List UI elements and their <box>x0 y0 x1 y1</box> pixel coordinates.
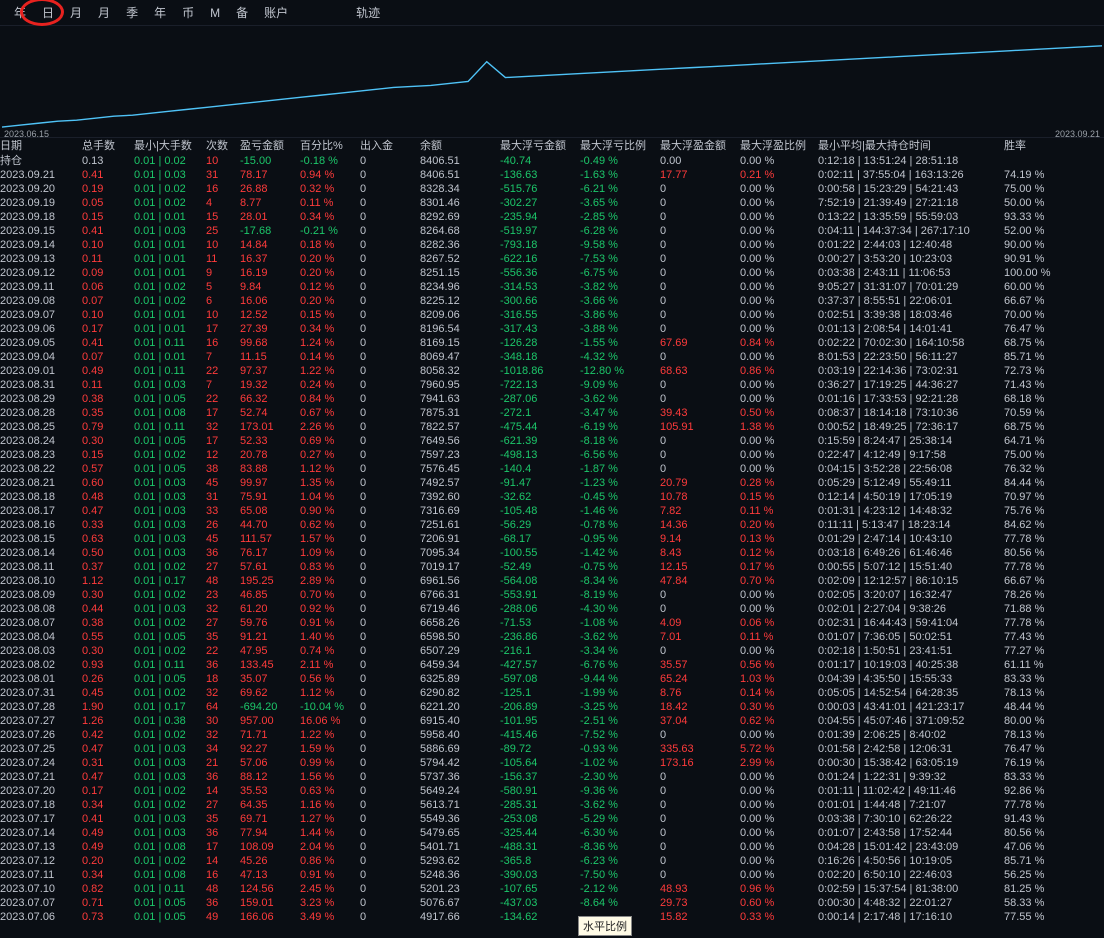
tab-acct[interactable]: 账户 <box>264 4 288 21</box>
table-row: 2023.08.240.300.01 | 0.051752.330.69 %07… <box>0 434 1104 448</box>
table-row: 2023.07.310.450.01 | 0.023269.621.12 %06… <box>0 686 1104 700</box>
table-row: 2023.08.170.470.01 | 0.033365.080.90 %07… <box>0 504 1104 518</box>
table-row: 2023.07.170.410.01 | 0.033569.711.27 %05… <box>0 812 1104 826</box>
table-row: 2023.08.101.120.01 | 0.1748195.252.89 %0… <box>0 574 1104 588</box>
table-row: 2023.09.040.070.01 | 0.01711.150.14 %080… <box>0 350 1104 364</box>
table-row: 2023.09.110.060.01 | 0.0259.840.12 %0823… <box>0 280 1104 294</box>
table-row: 2023.08.180.480.01 | 0.033175.911.04 %07… <box>0 490 1104 504</box>
table-row: 2023.07.110.340.01 | 0.081647.130.91 %05… <box>0 868 1104 882</box>
tab-curr[interactable]: 币 <box>182 4 194 21</box>
table-row: 2023.09.010.490.01 | 0.112297.371.22 %08… <box>0 364 1104 378</box>
table-row: 2023.07.250.470.01 | 0.033492.271.59 %05… <box>0 742 1104 756</box>
table-row: 持仓0.130.01 | 0.0210-15.00-0.18 %08406.51… <box>0 154 1104 168</box>
data-table[interactable]: 日期总手数最小|大手数次数盈亏金额百分比%出入金余额最大浮亏金额最大浮亏比例最大… <box>0 138 1104 938</box>
table-row: 2023.07.060.730.01 | 0.0549166.063.49 %0… <box>0 910 1104 924</box>
tab-q[interactable]: 季 <box>126 4 138 21</box>
table-row: 2023.08.090.300.01 | 0.022346.850.70 %06… <box>0 588 1104 602</box>
table-row: 2023.08.070.380.01 | 0.022759.760.91 %06… <box>0 616 1104 630</box>
table-row: 2023.08.010.260.01 | 0.051835.070.56 %06… <box>0 672 1104 686</box>
table-row: 2023.08.150.630.01 | 0.0345111.571.57 %0… <box>0 532 1104 546</box>
table-row: 2023.07.180.340.01 | 0.022764.351.16 %05… <box>0 798 1104 812</box>
table-row: 2023.07.271.260.01 | 0.3830957.0016.06 %… <box>0 714 1104 728</box>
table-row: 2023.08.160.330.01 | 0.032644.700.62 %07… <box>0 518 1104 532</box>
tab-yr1[interactable]: 年 <box>14 4 26 21</box>
table-row: 2023.08.020.930.01 | 0.1136133.452.11 %0… <box>0 658 1104 672</box>
table-row: 2023.09.200.190.01 | 0.021626.880.32 %08… <box>0 182 1104 196</box>
header-row: 日期总手数最小|大手数次数盈亏金额百分比%出入金余额最大浮亏金额最大浮亏比例最大… <box>0 138 1104 154</box>
table-row: 2023.09.080.070.01 | 0.02616.060.20 %082… <box>0 294 1104 308</box>
table-row: 2023.08.310.110.01 | 0.03719.320.24 %079… <box>0 378 1104 392</box>
tab-m[interactable]: M <box>210 6 220 20</box>
table-row: 2023.08.030.300.01 | 0.022247.950.74 %06… <box>0 644 1104 658</box>
table-row: 2023.08.040.550.01 | 0.053591.211.40 %06… <box>0 630 1104 644</box>
table-row: 2023.08.230.150.01 | 0.021220.780.27 %07… <box>0 448 1104 462</box>
equity-chart: 2023.06.15 2023.09.21 <box>0 26 1104 138</box>
tab-m2[interactable]: 月 <box>98 4 110 21</box>
table-row: 2023.08.290.380.01 | 0.052266.320.84 %07… <box>0 392 1104 406</box>
table-row: 2023.07.200.170.01 | 0.021435.530.63 %05… <box>0 784 1104 798</box>
table-row: 2023.09.050.410.01 | 0.111699.681.24 %08… <box>0 336 1104 350</box>
table-row: 2023.07.140.490.01 | 0.033677.941.44 %05… <box>0 826 1104 840</box>
table-row: 2023.09.180.150.01 | 0.011528.010.34 %08… <box>0 210 1104 224</box>
tab-day[interactable]: 日 <box>42 4 54 21</box>
table-row: 2023.09.150.410.01 | 0.0325-17.68-0.21 %… <box>0 224 1104 238</box>
tab-track[interactable]: 轨迹 <box>356 4 380 21</box>
table-row: 2023.08.220.570.01 | 0.053883.881.12 %07… <box>0 462 1104 476</box>
table-row: 2023.07.210.470.01 | 0.033688.121.56 %05… <box>0 770 1104 784</box>
table-row: 2023.09.140.100.01 | 0.011014.840.18 %08… <box>0 238 1104 252</box>
table-row: 2023.07.281.900.01 | 0.1764-694.20-10.04… <box>0 700 1104 714</box>
tab-bak[interactable]: 备 <box>236 4 248 21</box>
table-row: 2023.09.120.090.01 | 0.01916.190.20 %082… <box>0 266 1104 280</box>
table-row: 2023.07.070.710.01 | 0.0536159.013.23 %0… <box>0 896 1104 910</box>
tab-m1[interactable]: 月 <box>70 4 82 21</box>
table-row: 2023.08.140.500.01 | 0.033676.171.09 %07… <box>0 546 1104 560</box>
table-row: 2023.07.120.200.01 | 0.021445.260.86 %05… <box>0 854 1104 868</box>
table-row: 2023.09.210.410.01 | 0.033178.170.94 %08… <box>0 168 1104 182</box>
table-row: 2023.07.130.490.01 | 0.0817108.092.04 %0… <box>0 840 1104 854</box>
table-row: 2023.08.250.790.01 | 0.1132173.012.26 %0… <box>0 420 1104 434</box>
topbar: 年 日 月 月 季 年 币 M 备 账户 轨迹 <box>0 0 1104 26</box>
table-row: 2023.09.060.170.01 | 0.011727.390.34 %08… <box>0 322 1104 336</box>
table-row: 2023.07.260.420.01 | 0.023271.711.22 %05… <box>0 728 1104 742</box>
table-row: 2023.08.280.350.01 | 0.081752.740.67 %07… <box>0 406 1104 420</box>
table-row: 2023.07.100.820.01 | 0.1148124.562.45 %0… <box>0 882 1104 896</box>
tab-yr2[interactable]: 年 <box>154 4 166 21</box>
table-row: 2023.08.210.600.01 | 0.034599.971.35 %07… <box>0 476 1104 490</box>
table-row: 2023.09.130.110.01 | 0.011116.370.20 %08… <box>0 252 1104 266</box>
table-row: 2023.09.190.050.01 | 0.0248.770.11 %0830… <box>0 196 1104 210</box>
tooltip: 水平比例 <box>578 916 632 936</box>
table-row: 2023.08.080.440.01 | 0.033261.200.92 %06… <box>0 602 1104 616</box>
table-row: 2023.07.240.310.01 | 0.032157.060.99 %05… <box>0 756 1104 770</box>
table-row: 2023.09.070.100.01 | 0.011012.520.15 %08… <box>0 308 1104 322</box>
table-row: 2023.08.110.370.01 | 0.022757.610.83 %07… <box>0 560 1104 574</box>
